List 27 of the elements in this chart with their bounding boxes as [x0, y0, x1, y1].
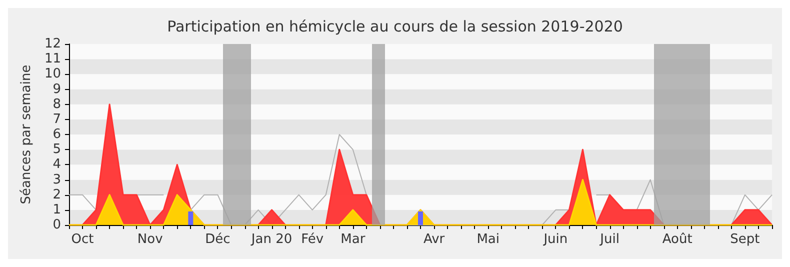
y-tick-label: 5 [52, 142, 61, 158]
x-tick-label: Juin [542, 232, 568, 247]
x-tick-label: Jan 20 [250, 232, 292, 247]
y-tick-label: 11 [44, 52, 61, 67]
y-tick-label: 6 [52, 127, 61, 142]
x-tick-label: Fév [301, 232, 324, 247]
x-tick-label: Oct [71, 232, 94, 247]
x-tick-label: Avr [423, 232, 446, 247]
chart-title: Participation en hémicycle au cours de la session 2019-2020 [167, 18, 623, 36]
y-tick-label: 2 [52, 187, 61, 202]
y-tick-label: 3 [52, 172, 61, 188]
y-tick-label: 1 [52, 202, 61, 218]
y-tick-label: 7 [52, 112, 61, 127]
x-tick-label: Mar [340, 232, 366, 247]
x-tick-label: Sept [730, 232, 760, 247]
x-tick-label: Mai [476, 232, 500, 247]
y-tick-label: 8 [52, 96, 61, 112]
y-tick-label: 9 [52, 82, 61, 97]
y-tick-label: 12 [44, 36, 61, 52]
x-tick-label: Déc [205, 232, 230, 247]
x-tick-label: Août [662, 232, 692, 247]
x-tick-label: Juil [599, 232, 620, 247]
y-tick-label: 0 [52, 218, 61, 232]
x-tick-label: Nov [137, 232, 164, 247]
y-axis-title: Séances par semaine [19, 64, 34, 204]
y-tick-label: 10 [44, 66, 61, 82]
y-tick-label: 4 [52, 157, 61, 172]
